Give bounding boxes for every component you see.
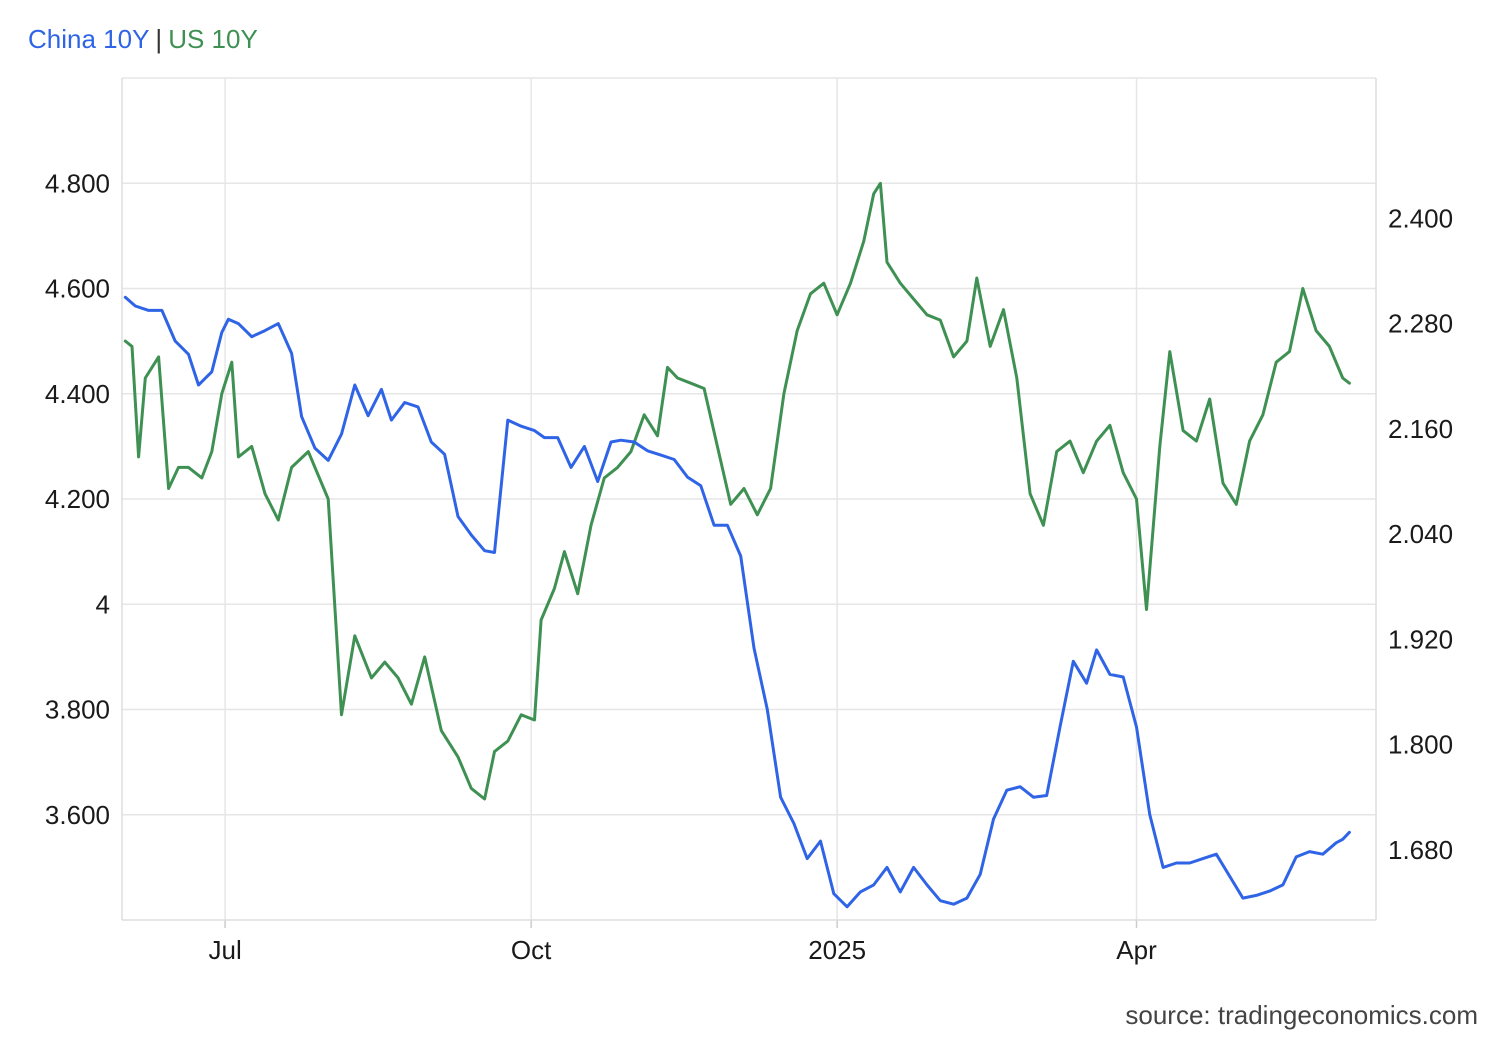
x-tick-label: Apr (1116, 935, 1157, 965)
series-line-us-10y[interactable] (123, 181, 1351, 801)
plot-frame (121, 78, 1377, 921)
legend-separator: | (155, 24, 163, 54)
x-tick-label: Jul (208, 935, 241, 965)
left-tick-label: 3.600 (45, 800, 110, 830)
left-axis-tick-labels: 3.600 3.800 4 4.200 4.400 4.600 4.800 (45, 168, 110, 830)
legend-china-10y[interactable]: China 10Y (28, 24, 150, 54)
horizontal-gridlines (122, 77, 1376, 816)
left-tick-label: 3.800 (45, 695, 110, 725)
x-axis-tick-labels: Jul Oct 2025 Apr (208, 935, 1157, 965)
right-tick-label: 2.400 (1388, 203, 1453, 233)
left-tick-label: 4.800 (45, 168, 110, 198)
right-tick-label: 1.800 (1388, 730, 1453, 760)
vertical-gridlines (224, 78, 1138, 928)
source-credit: source: tradingeconomics.com (1125, 1000, 1478, 1030)
left-tick-label: 4.200 (45, 484, 110, 514)
right-tick-label: 2.040 (1388, 519, 1453, 549)
left-tick-label: 4 (96, 589, 110, 619)
legend-us-10y[interactable]: US 10Y (168, 24, 258, 54)
right-tick-label: 2.160 (1388, 414, 1453, 444)
series-layer (123, 181, 1351, 909)
right-axis-tick-labels: 1.680 1.800 1.920 2.040 2.160 2.280 2.400 (1388, 203, 1453, 865)
x-tick-label: 2025 (808, 935, 866, 965)
series-line-china-10y[interactable] (123, 295, 1351, 909)
left-tick-label: 4.600 (45, 274, 110, 304)
x-tick-label: Oct (511, 935, 552, 965)
right-tick-label: 1.920 (1388, 624, 1453, 654)
right-tick-label: 2.280 (1388, 309, 1453, 339)
chart-legend: China 10Y | US 10Y (28, 24, 258, 55)
right-tick-label: 1.680 (1388, 835, 1453, 865)
left-tick-label: 4.400 (45, 379, 110, 409)
